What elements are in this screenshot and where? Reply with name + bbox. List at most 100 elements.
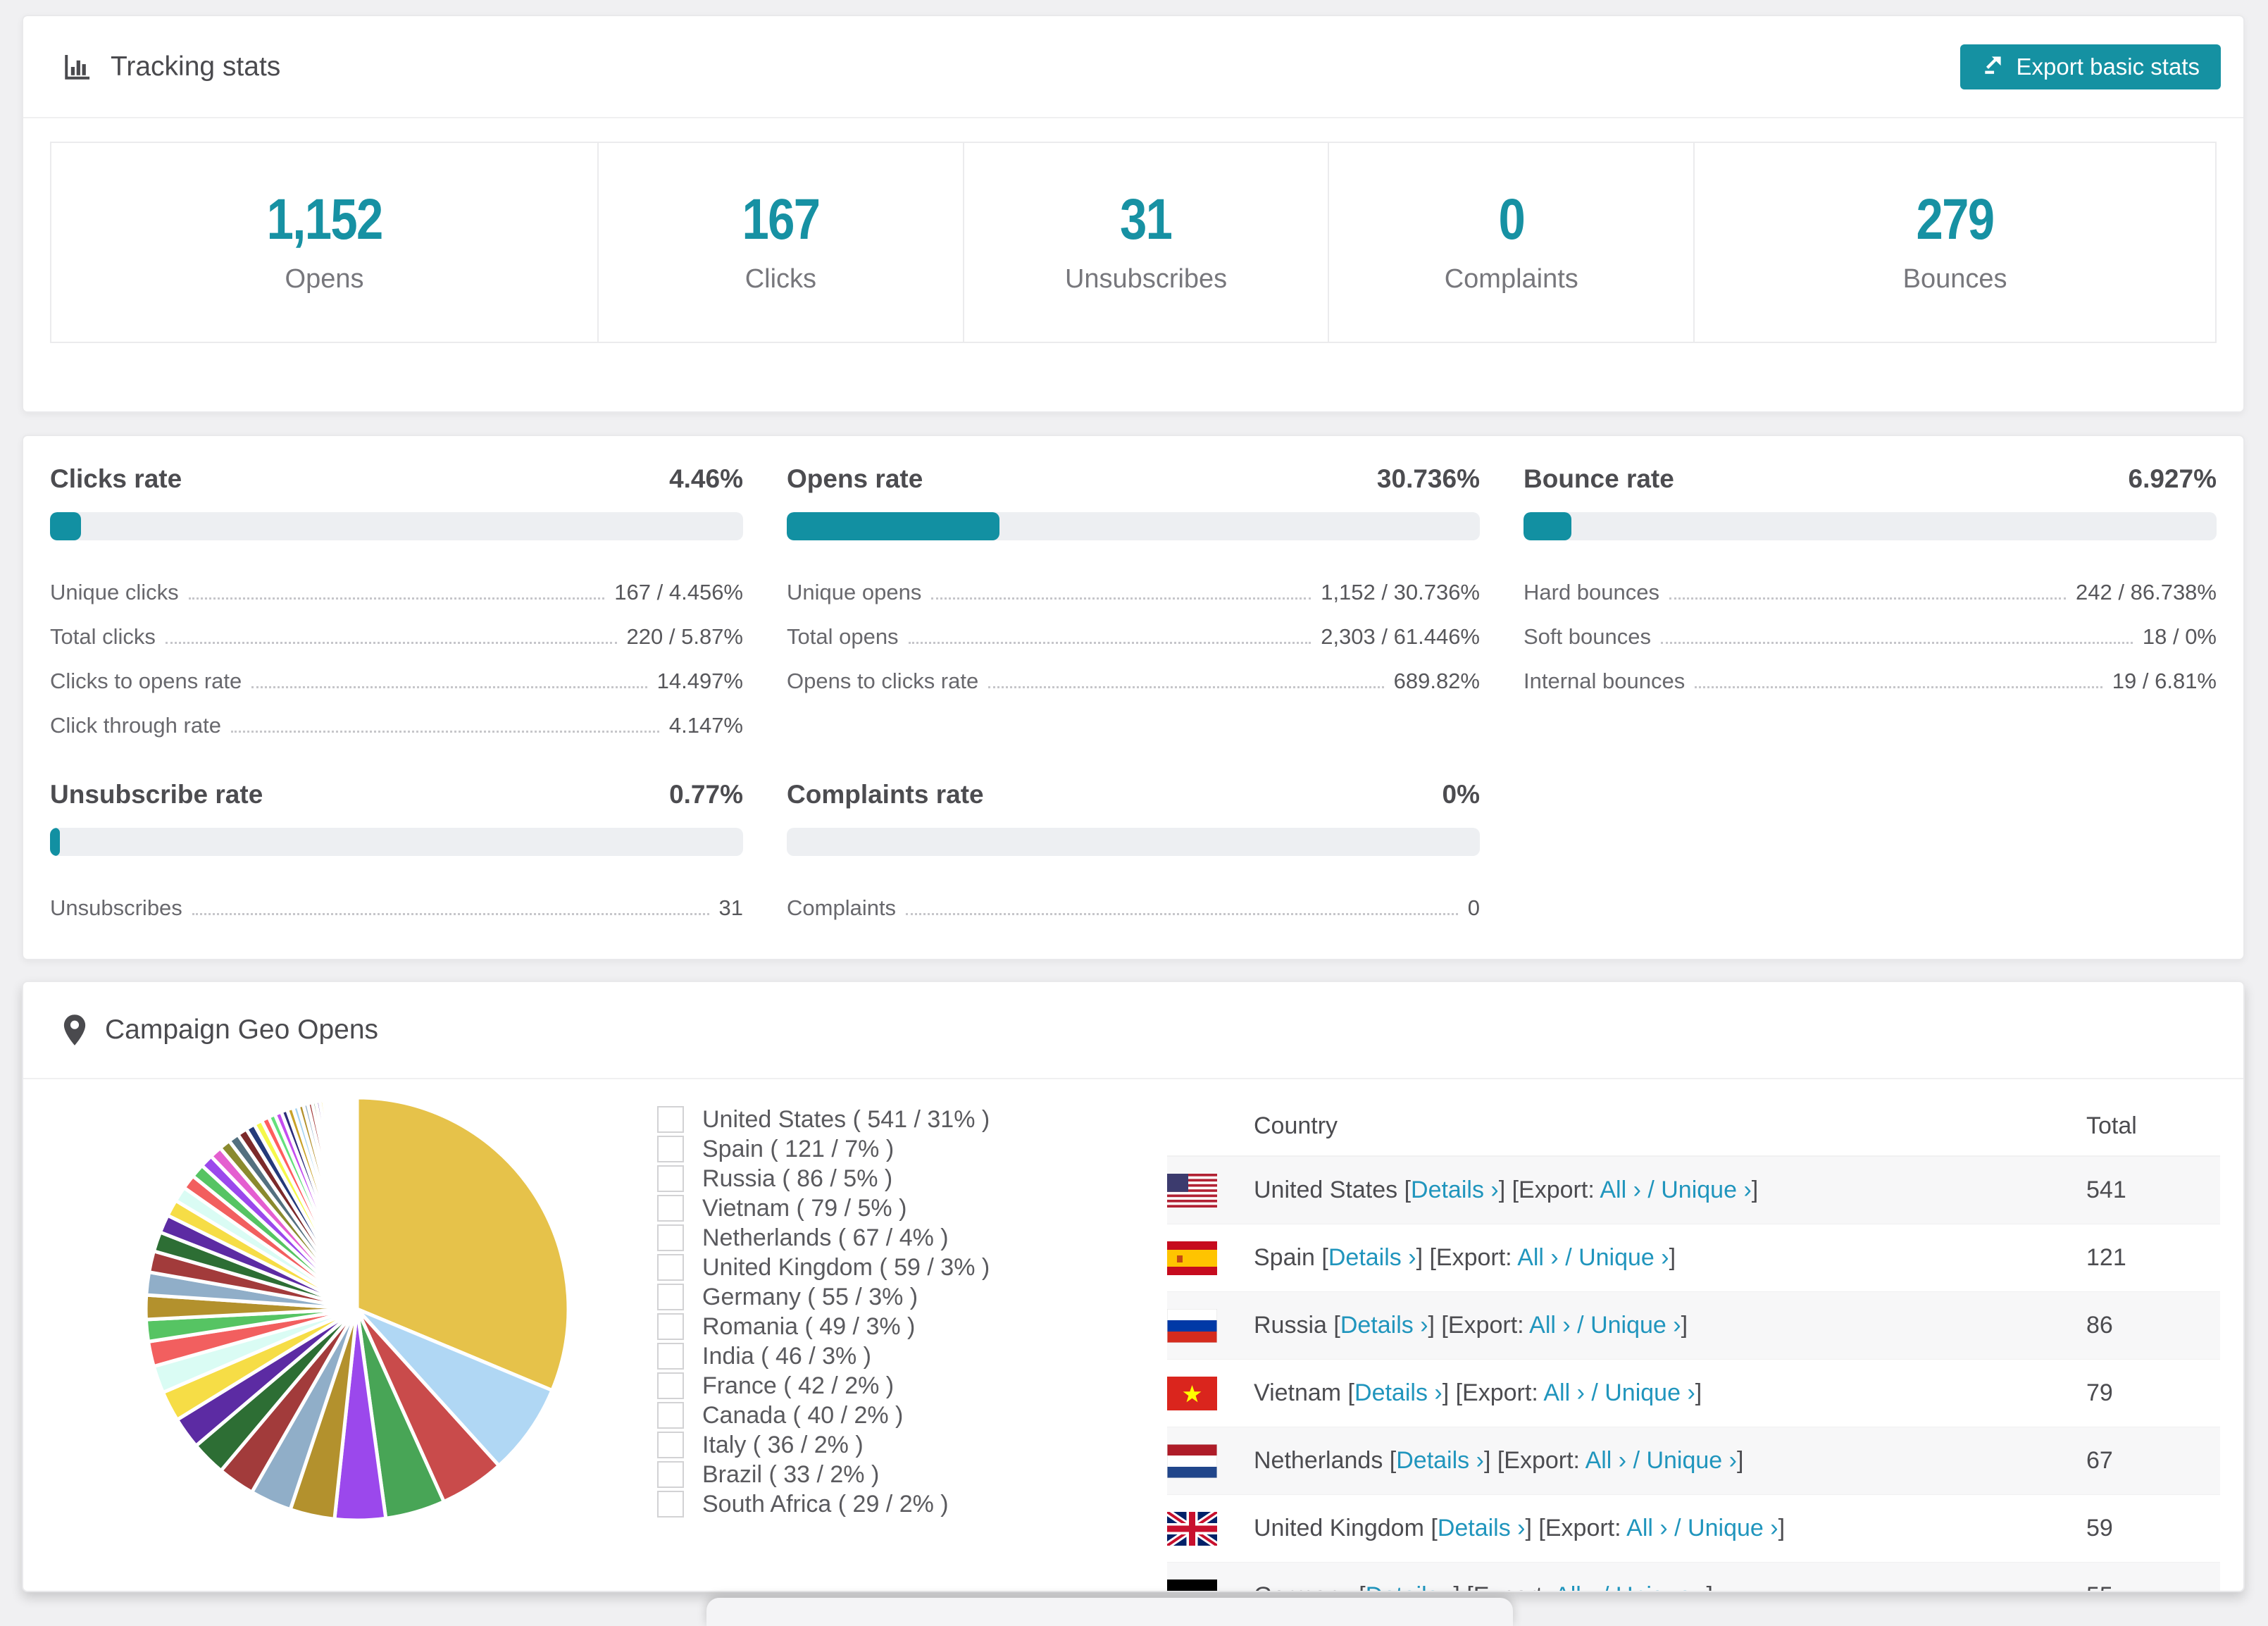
rate-block-clicks-rate: Clicks rate 4.46% Unique clicks 167 / 4.456… — [50, 464, 743, 740]
export-unique-link[interactable]: Unique › — [1590, 1312, 1681, 1339]
legend-item[interactable]: Canada ( 40 / 2% ) — [657, 1401, 990, 1430]
legend-swatch — [657, 1402, 684, 1429]
legend-swatch — [657, 1372, 684, 1399]
table-row-ru: Russia [Details ›] [Export: All › / Uniq… — [1167, 1292, 2220, 1360]
legend-swatch — [657, 1165, 684, 1192]
export-unique-link[interactable]: Unique › — [1688, 1515, 1778, 1541]
rates-grid: Clicks rate 4.46% Unique clicks 167 / 4.456… — [23, 436, 2243, 923]
legend-item[interactable]: Spain ( 121 / 7% ) — [657, 1134, 990, 1164]
de-flag — [1167, 1579, 1217, 1591]
legend-swatch — [657, 1461, 684, 1488]
details-link[interactable]: Details › — [1354, 1379, 1443, 1406]
details-link[interactable]: Details › — [1340, 1312, 1428, 1339]
rate-value: 0.77% — [669, 780, 743, 809]
stat-value: 279 — [1916, 187, 1995, 252]
stat-label: Clicks — [744, 263, 817, 294]
legend-item[interactable]: United Kingdom ( 59 / 3% ) — [657, 1253, 990, 1282]
legend-item[interactable]: Germany ( 55 / 3% ) — [657, 1282, 990, 1312]
stat-unsubscribes: 31 Unsubscribes — [964, 143, 1330, 342]
details-link[interactable]: Details › — [1328, 1244, 1416, 1271]
detail-label: Soft bounces — [1524, 623, 1651, 649]
ru-flag — [1167, 1308, 1217, 1343]
rate-value: 6.927% — [2128, 464, 2217, 493]
legend-label: Spain ( 121 / 7% ) — [702, 1135, 895, 1162]
export-all-link[interactable]: All › — [1543, 1379, 1585, 1406]
dotted-leader — [908, 642, 1311, 644]
rate-detail-row: Click through rate 4.147% — [50, 696, 743, 740]
legend-item[interactable]: Russia ( 86 / 5% ) — [657, 1164, 990, 1193]
stat-bounces: 279 Bounces — [1695, 143, 2215, 342]
link-separator: / — [1558, 1244, 1579, 1271]
legend-label: Vietnam ( 79 / 5% ) — [702, 1194, 907, 1222]
table-row-vn: Vietnam [Details ›] [Export: All › / Uni… — [1167, 1360, 2220, 1427]
detail-value: 0 — [1467, 895, 1480, 920]
detail-label: Internal bounces — [1524, 668, 1686, 693]
link-separator: / — [1596, 1582, 1616, 1591]
stat-complaints: 0 Complaints — [1329, 143, 1695, 342]
geo-table-header: Country Total — [1167, 1096, 2220, 1157]
detail-value: 19 / 6.81% — [2112, 668, 2217, 693]
legend-label: France ( 42 / 2% ) — [702, 1372, 895, 1399]
legend-label: India ( 46 / 3% ) — [702, 1342, 872, 1370]
stat-value: 1,152 — [266, 187, 384, 252]
detail-label: Total opens — [787, 623, 899, 649]
detail-value: 4.147% — [668, 712, 743, 738]
horizontal-scrollbar[interactable] — [706, 1598, 1513, 1626]
legend-item[interactable]: South Africa ( 29 / 2% ) — [657, 1489, 990, 1519]
legend-label: South Africa ( 29 / 2% ) — [702, 1490, 949, 1518]
dotted-leader — [931, 597, 1311, 600]
export-unique-link[interactable]: Unique › — [1661, 1177, 1752, 1203]
details-link[interactable]: Details › — [1437, 1515, 1526, 1541]
export-all-link[interactable]: All › — [1600, 1177, 1641, 1203]
country-cell: Netherlands [Details ›] [Export: All › /… — [1254, 1447, 1744, 1474]
detail-label: Total clicks — [50, 623, 156, 649]
flag-cell — [1167, 1241, 1254, 1275]
total-cell: 541 — [2086, 1177, 2126, 1203]
legend-item[interactable]: Netherlands ( 67 / 4% ) — [657, 1223, 990, 1253]
rate-detail-row: Opens to clicks rate 689.82% — [787, 652, 1480, 696]
dotted-leader — [906, 913, 1458, 915]
export-unique-link[interactable]: Unique › — [1578, 1244, 1669, 1271]
stat-value: 167 — [742, 187, 821, 252]
legend-label: Italy ( 36 / 2% ) — [702, 1431, 864, 1458]
dotted-leader — [1660, 642, 2133, 644]
export-all-link[interactable]: All › — [1529, 1312, 1571, 1339]
dotted-leader — [188, 597, 605, 600]
legend-item[interactable]: France ( 42 / 2% ) — [657, 1371, 990, 1401]
geo-opens-card: Campaign Geo Opens United States ( 541 /… — [22, 981, 2245, 1592]
legend-label: United Kingdom ( 59 / 3% ) — [702, 1253, 990, 1281]
detail-value: 14.497% — [656, 668, 743, 693]
legend-item[interactable]: Brazil ( 33 / 2% ) — [657, 1460, 990, 1489]
export-unique-link[interactable]: Unique › — [1616, 1582, 1707, 1591]
export-basic-stats-button[interactable]: Export basic stats — [1959, 44, 2221, 89]
legend-item[interactable]: United States ( 541 / 31% ) — [657, 1105, 990, 1134]
details-link[interactable]: Details › — [1396, 1447, 1484, 1474]
export-unique-link[interactable]: Unique › — [1605, 1379, 1695, 1406]
legend-item[interactable]: Vietnam ( 79 / 5% ) — [657, 1193, 990, 1223]
export-all-link[interactable]: All › — [1517, 1244, 1559, 1271]
tracking-stats-header: Tracking stats Export basic stats — [23, 16, 2243, 118]
card-title-text: Tracking stats — [111, 51, 281, 82]
table-row-us: United States [Details ›] [Export: All ›… — [1167, 1157, 2220, 1224]
rate-value: 30.736% — [1376, 464, 1480, 493]
geo-country-table: Country Total United States [Details ›] [E… — [1167, 1096, 2220, 1591]
total-cell: 79 — [2086, 1379, 2113, 1406]
rate-value: 0% — [1442, 780, 1480, 809]
country-cell: Spain [Details ›] [Export: All › / Uniqu… — [1254, 1244, 1676, 1271]
rate-detail-row: Soft bounces 18 / 0% — [1524, 607, 2217, 652]
details-link[interactable]: Details › — [1411, 1177, 1499, 1203]
legend-item[interactable]: Romania ( 49 / 3% ) — [657, 1312, 990, 1341]
detail-label: Clicks to opens rate — [50, 668, 242, 693]
legend-label: United States ( 541 / 31% ) — [702, 1105, 990, 1133]
export-button-label: Export basic stats — [2016, 53, 2200, 80]
legend-item[interactable]: India ( 46 / 3% ) — [657, 1341, 990, 1371]
export-all-link[interactable]: All › — [1554, 1582, 1596, 1591]
rate-detail-row: Internal bounces 19 / 6.81% — [1524, 652, 2217, 696]
rate-detail-row: Unsubscribes 31 — [50, 879, 743, 923]
export-unique-link[interactable]: Unique › — [1646, 1447, 1737, 1474]
details-link[interactable]: Details › — [1366, 1582, 1454, 1591]
legend-label: Germany ( 55 / 3% ) — [702, 1283, 918, 1310]
export-all-link[interactable]: All › — [1626, 1515, 1668, 1541]
export-all-link[interactable]: All › — [1585, 1447, 1627, 1474]
legend-item[interactable]: Italy ( 36 / 2% ) — [657, 1430, 990, 1460]
